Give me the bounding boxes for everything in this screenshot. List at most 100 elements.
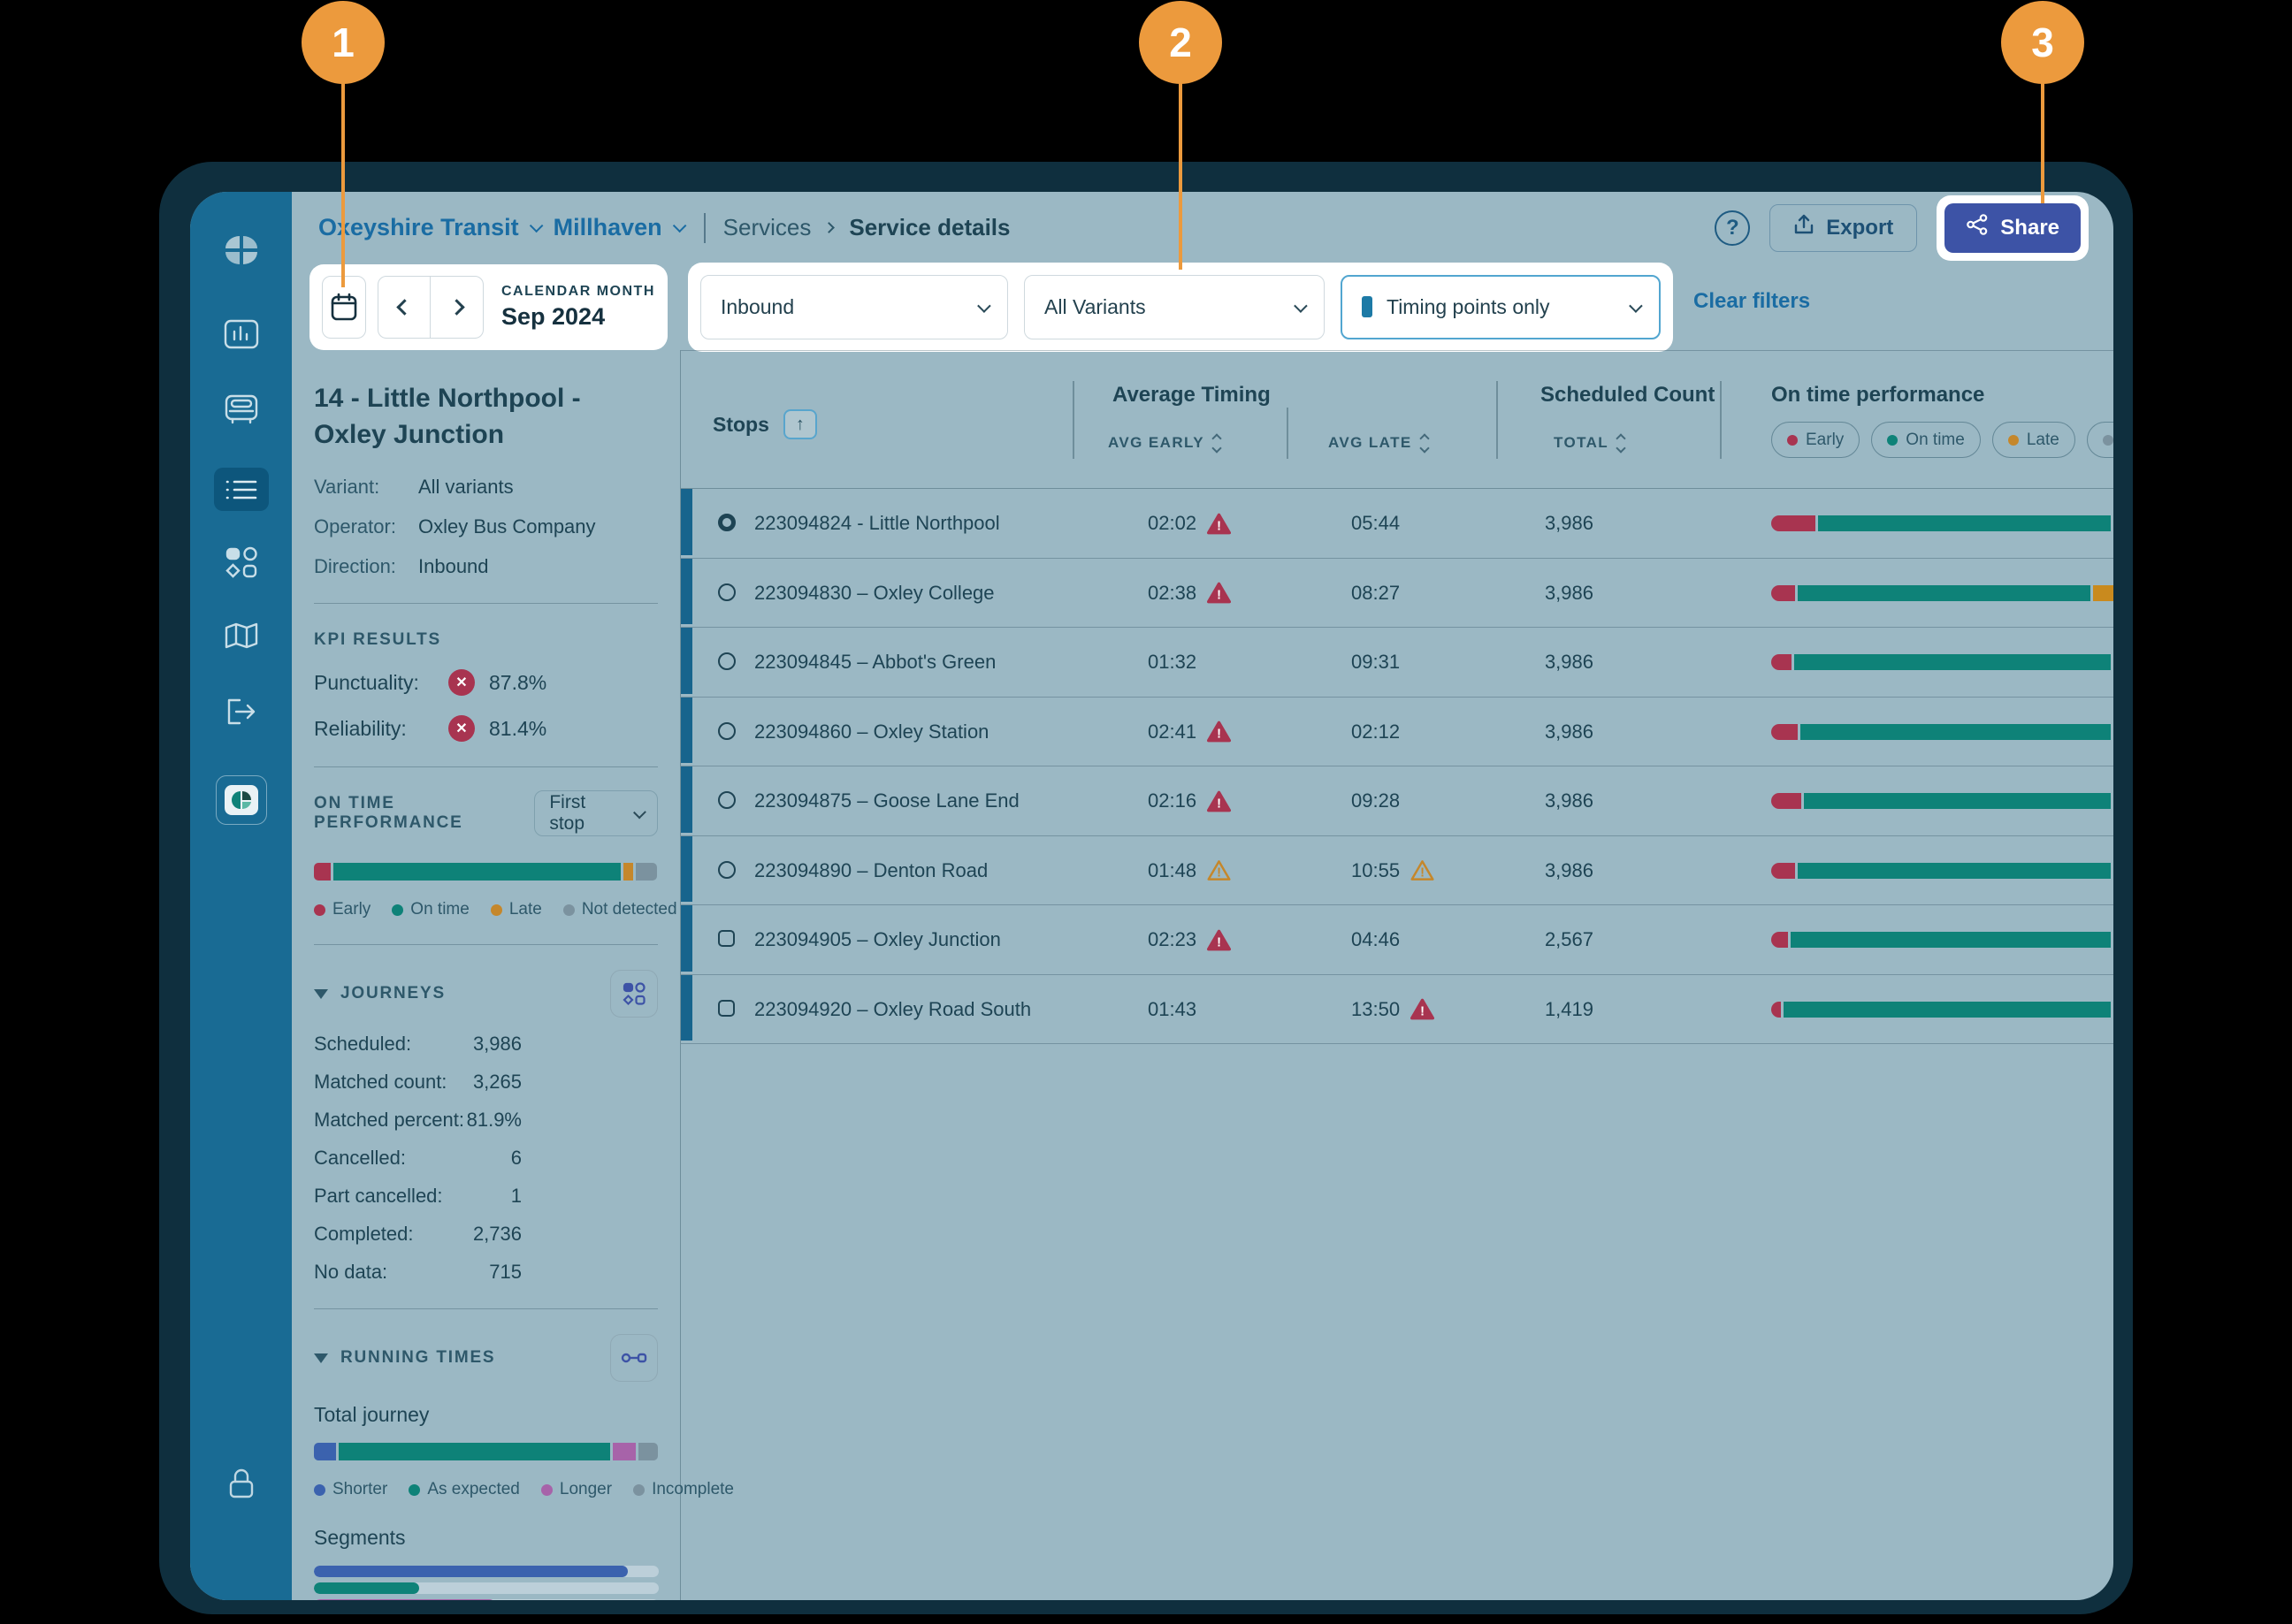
sort-icon[interactable] xyxy=(1211,433,1222,454)
breadcrumb-services[interactable]: Services xyxy=(722,214,812,241)
total-value: 3,986 xyxy=(1544,858,1593,881)
chevron-down-icon xyxy=(977,298,991,313)
export-button[interactable]: Export xyxy=(1769,203,1918,252)
next-month-button[interactable] xyxy=(431,277,483,338)
expected-dot-icon xyxy=(409,1483,421,1496)
avg-early-column[interactable]: AVG EARLY xyxy=(1108,433,1222,454)
stop-type-filter[interactable]: Timing points only xyxy=(1341,274,1661,339)
row-otp-bar xyxy=(1771,515,2113,532)
sidebar-item-logout[interactable] xyxy=(224,697,259,727)
avg-late-value: 04:46 xyxy=(1351,928,1401,951)
table-row[interactable]: 223094890 – Denton Road 01:48! 10:55! 3,… xyxy=(681,835,2113,906)
breadcrumb-divider xyxy=(703,212,706,243)
avg-early-value: 01:43 xyxy=(1148,997,1197,1020)
stop-label: 223094875 – Goose Lane End xyxy=(754,789,1020,812)
kpi-value: 87.8% xyxy=(489,670,547,694)
timing-point-icon xyxy=(1362,296,1372,318)
pill-ontime[interactable]: On time xyxy=(1871,422,1981,459)
journeys-view-button[interactable] xyxy=(610,970,658,1018)
bar-early xyxy=(1771,654,1792,671)
variant-filter[interactable]: All Variants xyxy=(1024,274,1325,339)
total-journey-bar xyxy=(314,1443,658,1461)
route-stripe xyxy=(681,489,692,555)
meta-label: Variant: xyxy=(314,476,380,499)
pill-early[interactable]: Early xyxy=(1771,422,1860,459)
sort-icon[interactable] xyxy=(1418,433,1430,454)
warning-icon: ! xyxy=(1207,721,1232,743)
total-column[interactable]: TOTAL xyxy=(1554,433,1626,454)
stat-value: 2,736 xyxy=(472,1223,522,1246)
row-otp-bar xyxy=(1771,793,2113,810)
avg-late-value: 09:28 xyxy=(1351,789,1401,812)
segment-link-icon xyxy=(621,1353,647,1363)
bar-early xyxy=(1771,932,1789,949)
calendar-button[interactable] xyxy=(322,275,366,339)
sidebar-item-services-active[interactable] xyxy=(214,468,269,511)
calendar-caption: CALENDAR MONTH xyxy=(501,283,655,299)
share-label: Share xyxy=(2000,215,2059,240)
callout-2: 2 xyxy=(1139,1,1222,84)
table-row[interactable]: 223094845 – Abbot's Green 01:32! 09:31! … xyxy=(681,628,2113,698)
bar-ontime xyxy=(1793,654,2111,671)
sidebar-item-segments[interactable] xyxy=(224,545,259,579)
stop-ring-icon xyxy=(718,652,736,671)
prev-month-button[interactable] xyxy=(378,276,431,338)
stop-label: 223094920 – Oxley Road South xyxy=(754,997,1032,1020)
table-header: Stops ↑ Average Timing Scheduled Count O… xyxy=(681,351,2113,490)
help-button[interactable]: ? xyxy=(1715,210,1751,246)
table-row[interactable]: 223094860 – Oxley Station 02:41! 02:12! … xyxy=(681,697,2113,767)
running-times-heading: RUNNING TIMES xyxy=(340,1348,496,1368)
pill-notdetected[interactable]: Not detected xyxy=(2086,422,2113,459)
table-row[interactable]: 223094875 – Goose Lane End 02:16! 09:28!… xyxy=(681,766,2113,836)
calendar-month-value[interactable]: Sep 2024 xyxy=(501,302,606,330)
table-row[interactable]: 223094920 – Oxley Road South 01:43! 13:5… xyxy=(681,974,2113,1045)
direction-filter[interactable]: Inbound xyxy=(700,274,1008,339)
avg-late-column[interactable]: AVG LATE xyxy=(1328,433,1430,454)
running-times-view-button[interactable] xyxy=(610,1334,658,1383)
org-selector[interactable]: Oxeyshire Transit xyxy=(318,214,519,241)
meta-value: Inbound xyxy=(418,555,489,578)
ontime-dot-icon xyxy=(392,903,404,916)
meta-operator: Operator: Oxley Bus Company xyxy=(314,515,658,538)
clear-filters-link[interactable]: Clear filters xyxy=(1693,288,1811,313)
rt-bar-shorter-segment xyxy=(314,1443,337,1461)
warning-icon: ! xyxy=(1207,859,1231,881)
bar-ontime xyxy=(1800,723,2111,740)
table-row[interactable]: 223094905 – Oxley Junction 02:23! 04:46!… xyxy=(681,905,2113,975)
sidebar-item-dashboard[interactable] xyxy=(223,318,260,350)
legend-label: Not detected xyxy=(581,900,677,919)
stat-matched-percent: Matched percent: 81.9% xyxy=(314,1109,522,1132)
legend-label: As expected xyxy=(427,1480,520,1499)
segment-bar-1 xyxy=(314,1566,659,1578)
warning-icon: ! xyxy=(1207,513,1232,535)
partner-app-logo-icon xyxy=(225,785,258,815)
stat-value: 3,986 xyxy=(472,1033,522,1056)
header-divider xyxy=(1496,381,1498,460)
table-row[interactable]: 223094824 - Little Northpool 02:02! 05:4… xyxy=(681,489,2113,559)
sidebar-item-map[interactable] xyxy=(223,621,260,651)
lock-icon[interactable] xyxy=(224,1465,259,1504)
meta-label: Operator: xyxy=(314,515,396,538)
collapse-triangle-icon[interactable] xyxy=(314,1353,328,1363)
route-stripe xyxy=(681,558,692,625)
warning-icon: ! xyxy=(1207,929,1232,951)
segments-label: Segments xyxy=(314,1526,406,1550)
late-dot-icon xyxy=(490,903,502,916)
chevron-down-icon xyxy=(1294,298,1308,313)
sidebar-item-vehicles[interactable] xyxy=(223,393,260,426)
share-button[interactable]: Share xyxy=(1944,202,2081,253)
svg-text:!: ! xyxy=(1217,797,1221,811)
otp-stop-selector[interactable]: First stop xyxy=(534,790,658,837)
avg-late-value: 10:55 xyxy=(1351,858,1401,881)
segment-fill xyxy=(314,1599,495,1600)
bar-early xyxy=(1771,515,1815,532)
region-selector[interactable]: Millhaven xyxy=(553,214,662,241)
collapse-triangle-icon[interactable] xyxy=(314,988,328,999)
sort-icon[interactable] xyxy=(1616,433,1626,454)
stops-sort-button[interactable]: ↑ xyxy=(783,409,817,440)
table-row[interactable]: 223094830 – Oxley College 02:38! 08:27! … xyxy=(681,558,2113,629)
callout-3-line xyxy=(2041,80,2044,203)
shapes-icon xyxy=(623,982,646,1006)
partner-app-badge[interactable] xyxy=(216,775,267,825)
pill-late[interactable]: Late xyxy=(1991,422,2075,459)
